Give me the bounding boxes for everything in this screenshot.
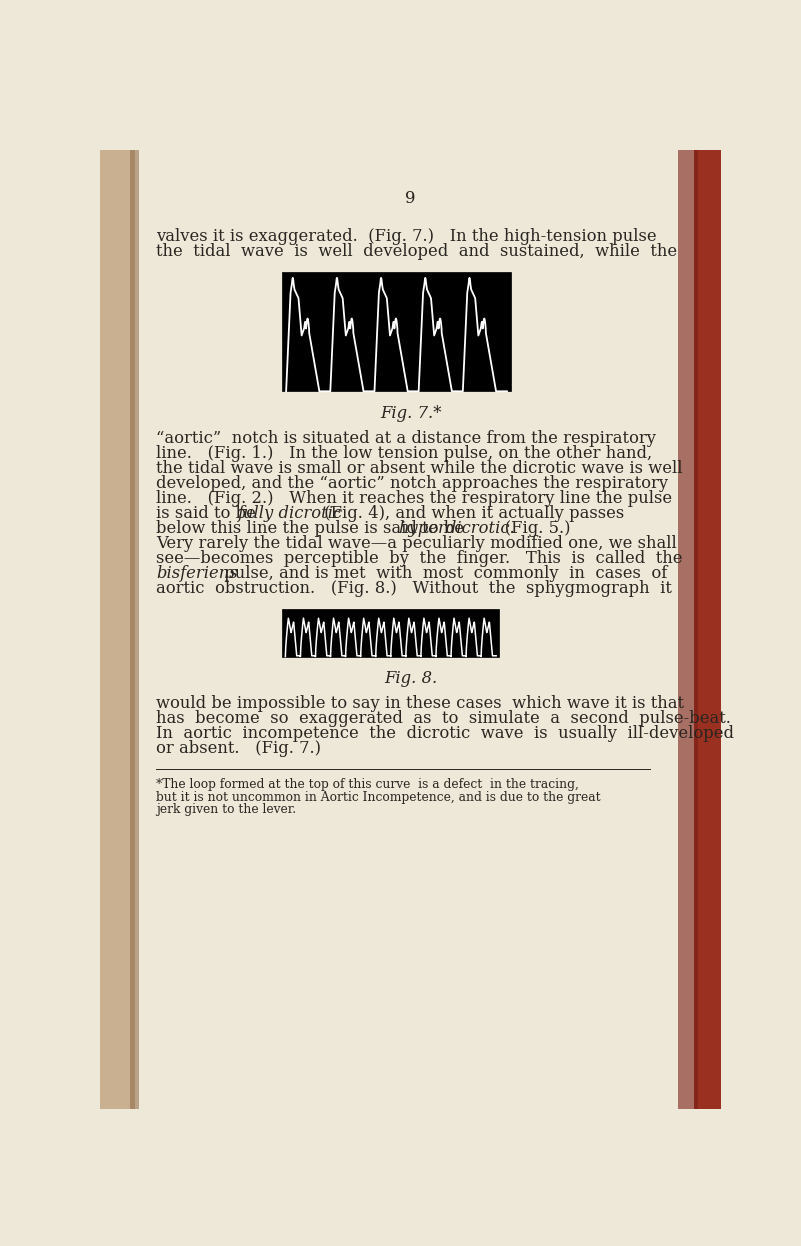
Text: would be impossible to say in these cases  which wave it is that: would be impossible to say in these case… bbox=[156, 695, 684, 711]
Bar bbox=[282, 609, 499, 657]
Bar bbox=[282, 272, 511, 391]
Text: the tidal wave is small or absent while the dicrotic wave is well: the tidal wave is small or absent while … bbox=[156, 460, 682, 477]
Text: (Fig. 4), and when it actually passes: (Fig. 4), and when it actually passes bbox=[319, 505, 624, 522]
Text: see—becomes  perceptible  by  the  finger.   This  is  called  the: see—becomes perceptible by the finger. T… bbox=[156, 549, 682, 567]
Text: has  become  so  exaggerated  as  to  simulate  a  second  pulse-beat.: has become so exaggerated as to simulate… bbox=[156, 710, 731, 728]
Text: line.   (Fig. 2.)   When it reaches the respiratory line the pulse: line. (Fig. 2.) When it reaches the resp… bbox=[156, 490, 672, 507]
Text: 9: 9 bbox=[405, 189, 416, 207]
Text: aortic  obstruction.   (Fig. 8.)   Without  the  sphygmograph  it: aortic obstruction. (Fig. 8.) Without th… bbox=[156, 579, 672, 597]
Bar bbox=[100, 150, 135, 1109]
Text: jerk given to the lever.: jerk given to the lever. bbox=[156, 802, 296, 816]
Text: (Fig. 5.): (Fig. 5.) bbox=[489, 520, 570, 537]
Text: the  tidal  wave  is  well  developed  and  sustained,  while  the: the tidal wave is well developed and sus… bbox=[156, 243, 677, 260]
Text: or absent.   (Fig. 7.): or absent. (Fig. 7.) bbox=[156, 740, 321, 758]
Text: but it is not uncommon in Aortic Incompetence, and is due to the great: but it is not uncommon in Aortic Incompe… bbox=[156, 790, 601, 804]
Text: “aortic”  notch is situated at a distance from the respiratory: “aortic” notch is situated at a distance… bbox=[156, 430, 656, 447]
Text: Fig. 8.: Fig. 8. bbox=[384, 670, 437, 688]
Text: developed, and the “aortic” notch approaches the respiratory: developed, and the “aortic” notch approa… bbox=[156, 475, 668, 492]
Text: Very rarely the tidal wave—a peculiarly modified one, we shall: Very rarely the tidal wave—a peculiarly … bbox=[156, 535, 677, 552]
Text: *The loop formed at the top of this curve  is a defect  in the tracing,: *The loop formed at the top of this curv… bbox=[156, 779, 579, 791]
Text: line.   (Fig. 1.)   In the low tension pulse, on the other hand,: line. (Fig. 1.) In the low tension pulse… bbox=[156, 445, 652, 462]
Text: hyperdicrotic.: hyperdicrotic. bbox=[399, 520, 516, 537]
Text: In  aortic  incompetence  the  dicrotic  wave  is  usually  ill-developed: In aortic incompetence the dicrotic wave… bbox=[156, 725, 734, 743]
Bar bbox=[694, 150, 721, 1109]
Text: valves it is exaggerated.  (Fig. 7.)   In the high-tension pulse: valves it is exaggerated. (Fig. 7.) In t… bbox=[156, 228, 657, 245]
Text: Fig. 7.*: Fig. 7.* bbox=[380, 405, 441, 422]
Text: bisferiens: bisferiens bbox=[156, 564, 238, 582]
Text: below this line the pulse is said to be: below this line the pulse is said to be bbox=[156, 520, 469, 537]
Bar bbox=[678, 150, 698, 1109]
Bar bbox=[130, 150, 139, 1109]
Text: fully dicrotic: fully dicrotic bbox=[237, 505, 343, 522]
Text: pulse, and is met  with  most  commonly  in  cases  of: pulse, and is met with most commonly in … bbox=[219, 564, 667, 582]
Text: is said to be: is said to be bbox=[156, 505, 261, 522]
